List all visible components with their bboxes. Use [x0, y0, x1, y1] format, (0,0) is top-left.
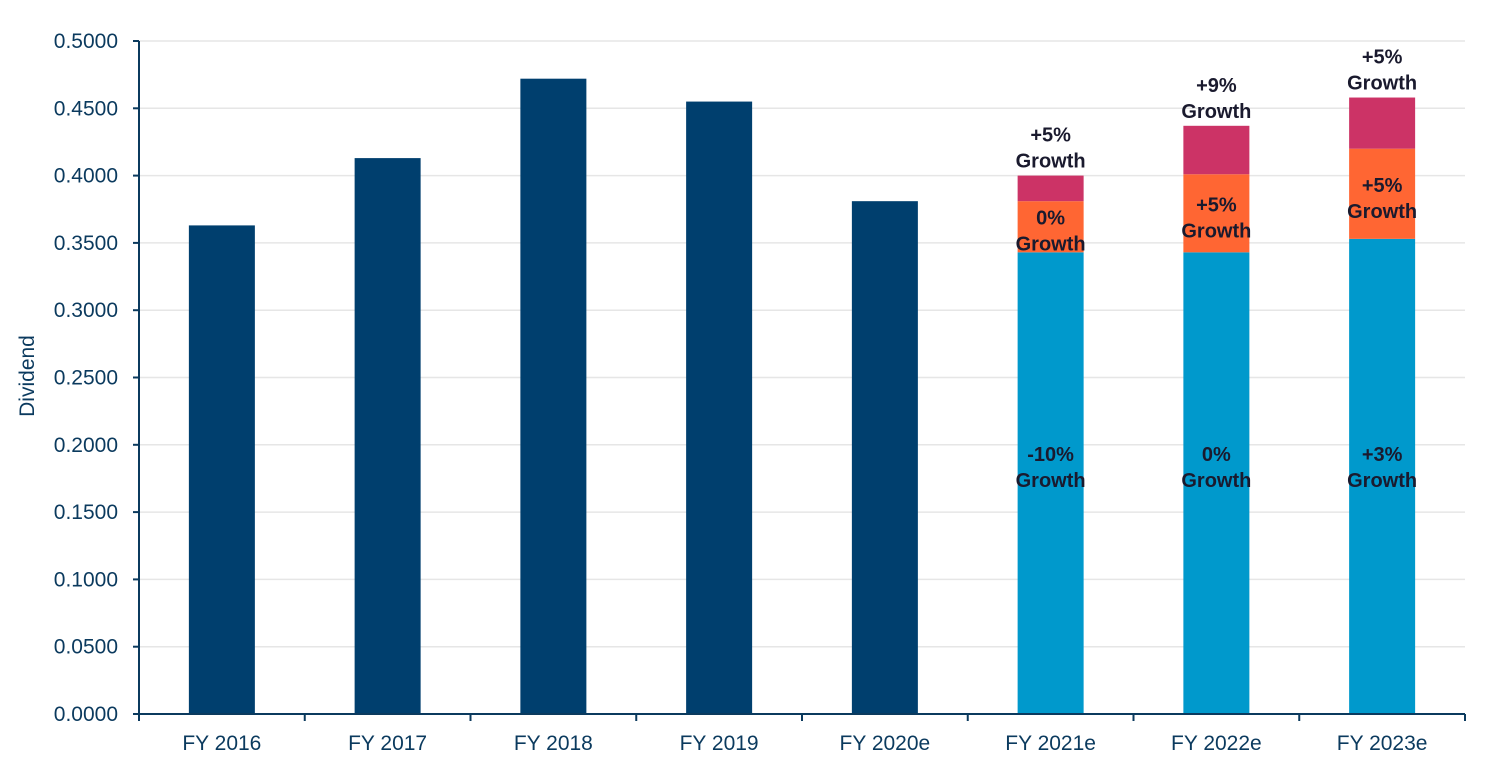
- x-tick-labels: FY 2016 FY 2017 FY 2018 FY 2019 FY 2020e FY 2…: [182, 732, 1427, 755]
- y-tick-label: 0.4000: [54, 165, 118, 188]
- x-tick-label: FY 2022e: [1171, 732, 1262, 755]
- y-tick-label: 0.1500: [54, 501, 118, 524]
- base-growth-label: 0% Growth: [1181, 444, 1251, 492]
- x-tick-label: FY 2018: [514, 732, 593, 755]
- bar-segment-base: [1017, 252, 1084, 714]
- y-tick-label: 0.0500: [54, 636, 118, 659]
- y-tick-labels: 0.0000 0.0500 0.1000 0.1500 0.2000 0.2500 0.30…: [54, 30, 118, 726]
- gridlines: [139, 40, 1465, 648]
- y-tick-label: 0.2500: [54, 367, 118, 390]
- bar-actual: [686, 101, 753, 714]
- bar-actual: [520, 78, 587, 715]
- bar-segment-top: [1017, 175, 1084, 202]
- mid-growth-label: 0% Growth: [1016, 208, 1086, 256]
- axes: [133, 40, 1466, 721]
- y-tick-label: 0.0000: [54, 703, 118, 726]
- base-growth-label: +3% Growth: [1347, 444, 1417, 492]
- mid-growth-label: +5% Growth: [1181, 194, 1251, 242]
- bar-segment-top: [1349, 97, 1416, 149]
- bar-actual: [354, 158, 421, 715]
- y-tick-label: 0.3500: [54, 232, 118, 255]
- x-tick-label: FY 2016: [182, 732, 261, 755]
- top-growth-label: +9% Growth: [1181, 75, 1251, 123]
- x-tick-label: FY 2023e: [1337, 732, 1428, 755]
- mid-growth-label: +5% Growth: [1347, 175, 1417, 223]
- bar-segment-mid: [1349, 148, 1416, 239]
- x-tick-label: FY 2021e: [1005, 732, 1096, 755]
- bar-segment-mid: [1017, 201, 1084, 253]
- base-growth-label: -10% Growth: [1016, 444, 1086, 492]
- y-tick-label: 0.3000: [54, 299, 118, 322]
- bar-segment-base: [1183, 252, 1250, 714]
- x-tick-label: FY 2020e: [840, 732, 931, 755]
- bar-segment-base: [1349, 238, 1416, 714]
- bar-segment-mid: [1183, 174, 1250, 253]
- y-axis-label: Dividend: [16, 335, 39, 417]
- bar-actual: [188, 225, 255, 715]
- bar-actual: [851, 201, 918, 714]
- y-tick-label: 0.4500: [54, 97, 118, 120]
- top-growth-label: +5% Growth: [1016, 125, 1086, 173]
- segment-labels: -10% Growth 0% Growth +5% Growth 0% Growth +5% Gr…: [1016, 47, 1418, 492]
- y-tick-label: 0.5000: [54, 30, 118, 53]
- y-tick-label: 0.1000: [54, 568, 118, 591]
- x-tick-label: FY 2019: [680, 732, 759, 755]
- top-growth-label: +5% Growth: [1347, 47, 1417, 95]
- x-tick-label: FY 2017: [348, 732, 427, 755]
- bar-segment-top: [1183, 125, 1250, 175]
- bars: [188, 78, 1416, 715]
- y-tick-label: 0.2000: [54, 434, 118, 457]
